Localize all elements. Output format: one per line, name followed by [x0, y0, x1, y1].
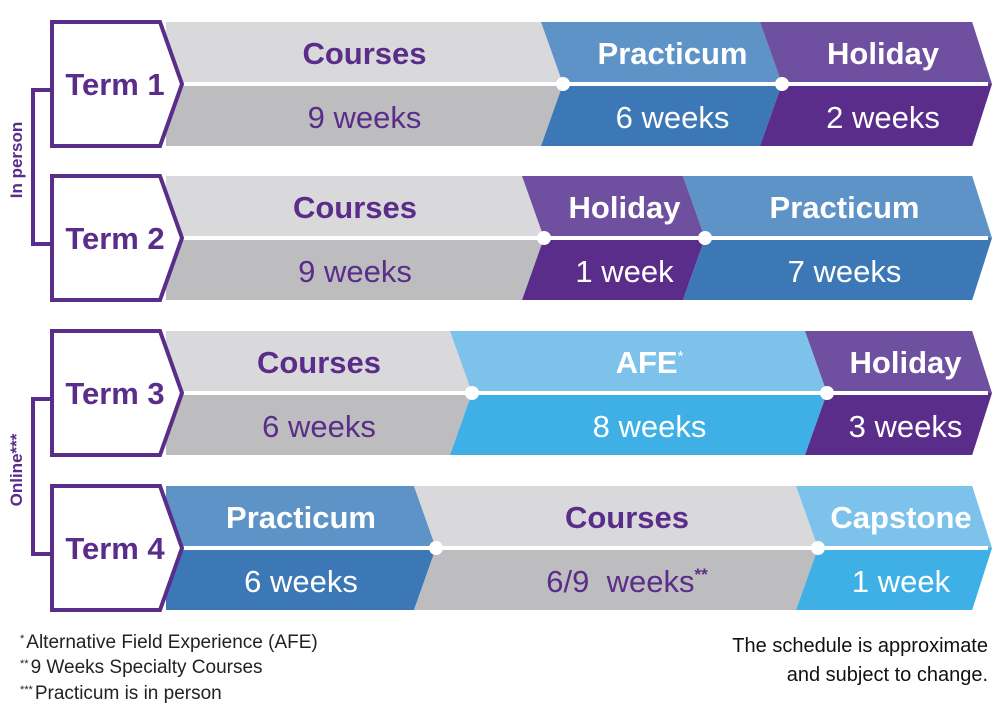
term-row-2: Courses 9 weeks Holiday 1 week Practicum 7 we… — [50, 174, 992, 302]
segment-holiday: Holiday 2 weeks — [760, 22, 992, 146]
segment-afe: AFE* 8 weeks — [450, 331, 827, 455]
segment-title: Practicum — [226, 500, 376, 535]
footnote-text: 9 Weeks Specialty Courses — [30, 657, 263, 678]
segment-top-band — [796, 486, 992, 548]
term-label: Term 2 — [65, 221, 164, 256]
disclaimer: The schedule is approximate and subject … — [732, 632, 988, 690]
footnote-text: Alternative Field Experience (AFE) — [26, 632, 318, 653]
segment-top-band — [166, 331, 472, 393]
boundary-dot — [537, 231, 551, 245]
term-label-box — [50, 329, 185, 457]
segment-title: Holiday — [850, 345, 963, 380]
segment-duration: 1 week — [852, 564, 951, 599]
term-label-box — [50, 484, 185, 612]
term-row-3: Courses 6 weeks AFE* 8 weeks Holiday 3 weeks T… — [50, 329, 992, 457]
segment-duration: 1 week — [575, 254, 674, 289]
segment-bottom-band — [166, 238, 544, 300]
boundary-dot — [465, 386, 479, 400]
segment-title: Practicum — [770, 190, 920, 225]
segment-top-band — [450, 331, 827, 393]
segment-bottom-band — [805, 393, 992, 455]
group-bracket — [31, 88, 52, 246]
footnote-mark: *** — [20, 684, 33, 696]
group-bracket — [31, 397, 52, 556]
segment-duration: 9 weeks — [308, 100, 422, 135]
segment-top-band — [166, 176, 544, 238]
segment-duration: 9 weeks — [298, 254, 412, 289]
term-label: Term 1 — [65, 67, 164, 102]
segment-title: Holiday — [569, 190, 682, 225]
segment-top-band — [805, 331, 992, 393]
term-row-4: Practicum 6 weeks Courses 6/9 weeks** Capsto… — [50, 484, 992, 612]
segment-practicum: Practicum 7 weeks — [683, 176, 992, 300]
segment-bottom-band — [522, 238, 705, 300]
term-label: Term 3 — [65, 376, 164, 411]
segment-top-band — [683, 176, 992, 238]
segment-top-band — [522, 176, 705, 238]
boundary-dot — [820, 386, 834, 400]
boundary-dot — [811, 541, 825, 555]
segment-title: Capstone — [830, 500, 971, 535]
segment-title: Courses — [565, 500, 689, 535]
group-label: Online*** — [7, 433, 26, 506]
segment-top-band — [166, 22, 563, 84]
segment-duration: 6 weeks — [616, 100, 730, 135]
group-label: In person — [7, 122, 26, 199]
segment-title: Courses — [293, 190, 417, 225]
footnote-mark: ** — [20, 658, 29, 670]
segment-top-band — [414, 486, 818, 548]
segment-duration: 6 weeks — [244, 564, 358, 599]
boundary-dot — [429, 541, 443, 555]
footnote-specialty: ** 9 Weeks Specialty Courses — [20, 657, 263, 679]
segment-holiday: Holiday 3 weeks — [805, 331, 992, 455]
segment-title: Holiday — [827, 36, 940, 71]
segment-holiday: Holiday 1 week — [522, 176, 705, 300]
footnote-text: Practicum is in person — [34, 683, 222, 704]
segment-title: Practicum — [598, 36, 748, 71]
segment-bottom-band — [683, 238, 992, 300]
segment-bottom-band — [414, 548, 818, 610]
delivery-group-0: In person — [7, 88, 52, 246]
segment-courses: Courses 6 weeks — [166, 331, 472, 455]
segment-bottom-band — [450, 393, 827, 455]
segment-title: Courses — [302, 36, 426, 71]
boundary-dot — [698, 231, 712, 245]
boundary-dot — [775, 77, 789, 91]
segment-courses: Courses 9 weeks — [166, 22, 563, 146]
segment-top-band — [760, 22, 992, 84]
term-label-box — [50, 174, 185, 302]
term-label: Term 4 — [65, 531, 165, 566]
segment-bottom-band — [166, 548, 436, 610]
boundary-dot — [556, 77, 570, 91]
footnote-afe: * Alternative Field Experience (AFE) — [20, 632, 318, 654]
segment-bottom-band — [760, 84, 992, 146]
segment-duration: 7 weeks — [788, 254, 902, 289]
segment-bottom-band — [796, 548, 992, 610]
segment-top-band — [166, 486, 436, 548]
segment-duration: 6 weeks — [262, 409, 376, 444]
footnote-practicum: *** Practicum is in person — [20, 683, 222, 705]
segment-bottom-band — [166, 393, 472, 455]
segment-duration: 6/9 weeks** — [546, 564, 708, 599]
segment-top-band — [541, 22, 782, 84]
segment-title: Courses — [257, 345, 381, 380]
segment-duration: 2 weeks — [826, 100, 940, 135]
term-label-box — [50, 20, 185, 148]
segment-practicum: Practicum 6 weeks — [541, 22, 782, 146]
segment-bottom-band — [166, 84, 563, 146]
footnote-mark: * — [20, 633, 25, 645]
segment-practicum: Practicum 6 weeks — [166, 486, 436, 610]
segment-title: AFE* — [616, 345, 684, 380]
term-row-1: Courses 9 weeks Practicum 6 weeks Holiday 2 w… — [50, 20, 992, 148]
segment-duration: 8 weeks — [593, 409, 707, 444]
segment-bottom-band — [541, 84, 782, 146]
segment-courses: Courses 6/9 weeks** — [414, 486, 818, 610]
segment-capstone: Capstone 1 week — [796, 486, 992, 610]
disclaimer-line-1: The schedule is approximate — [732, 635, 988, 657]
delivery-group-1: Online*** — [7, 397, 52, 556]
disclaimer-line-2: and subject to change. — [786, 664, 988, 686]
segment-courses: Courses 9 weeks — [166, 176, 544, 300]
segment-duration: 3 weeks — [849, 409, 963, 444]
